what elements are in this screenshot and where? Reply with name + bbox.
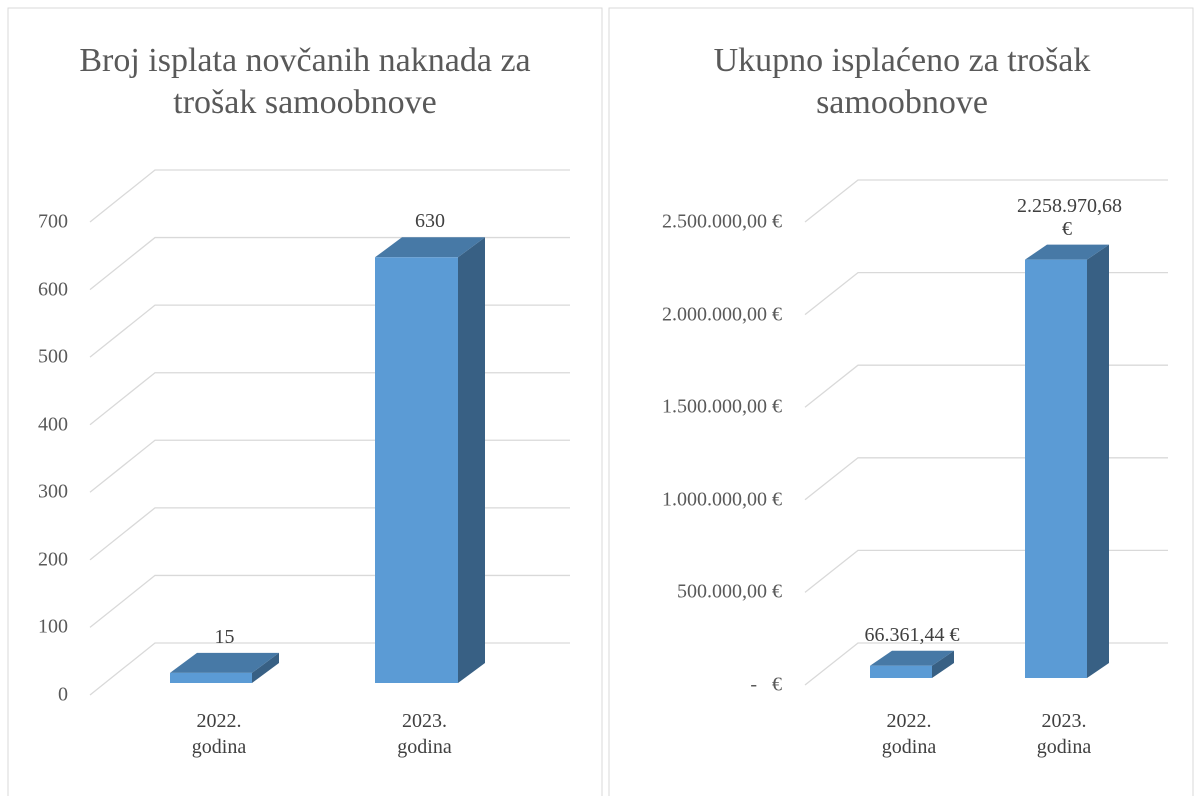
y-tick-label: 100 xyxy=(38,615,68,638)
grid-line xyxy=(804,179,1168,223)
bar xyxy=(870,665,932,678)
grid-line xyxy=(804,364,1168,408)
panel-border xyxy=(7,7,603,796)
bar-side xyxy=(252,652,279,683)
x-tick-label: 2023. godina xyxy=(397,710,452,758)
grid-line xyxy=(89,507,570,561)
bar-top xyxy=(375,237,485,258)
y-tick-label: 2.500.000,00 € xyxy=(662,210,782,233)
bar xyxy=(1025,259,1087,678)
grid-line xyxy=(89,439,570,493)
bar-side xyxy=(932,650,954,678)
bar xyxy=(170,672,252,683)
data-label: 630 xyxy=(415,210,445,233)
bar xyxy=(375,257,458,683)
x-tick-label: 2022. godina xyxy=(191,710,247,758)
x-tick-label: 2022. godina xyxy=(881,710,937,758)
y-tick-label: 400 xyxy=(38,413,68,436)
chart-title: Ukupno isplaćeno za trošak samoobnove xyxy=(713,42,1091,121)
panel-border xyxy=(608,7,1194,796)
grid-line xyxy=(89,236,570,291)
grid-line xyxy=(89,304,570,358)
y-tick-label: 0 xyxy=(58,683,68,706)
data-label: 66.361,44 € xyxy=(864,623,960,646)
x-tick-label: 2023. godina xyxy=(1036,710,1092,758)
y-tick-label: - € xyxy=(750,673,782,696)
grid-line xyxy=(804,457,1168,501)
grid-line xyxy=(804,549,1168,593)
grid-line xyxy=(804,271,1168,316)
data-label: 2.258.970,68 € xyxy=(1017,194,1127,240)
y-tick-label: 200 xyxy=(38,548,68,571)
y-tick-label: 500 xyxy=(38,345,68,368)
bar-side xyxy=(458,237,485,684)
grid-line xyxy=(89,169,570,223)
y-tick-label: 1.000.000,00 € xyxy=(662,488,782,511)
data-label: 15 xyxy=(214,625,235,648)
grid-line xyxy=(89,642,570,696)
chart-title: Broj isplata novčanih naknada za trošak … xyxy=(79,42,531,121)
grid-line xyxy=(89,372,570,426)
bar-top xyxy=(870,650,954,666)
y-tick-label: 1.500.000,00 € xyxy=(662,395,782,418)
y-tick-label: 300 xyxy=(38,480,68,503)
y-tick-label: 500.000,00 € xyxy=(677,580,782,603)
y-tick-label: 600 xyxy=(38,278,68,301)
y-tick-label: 2.000.000,00 € xyxy=(662,303,782,326)
bar-top xyxy=(170,652,279,673)
bar-top xyxy=(1025,244,1109,260)
bar-side xyxy=(1087,244,1109,679)
y-tick-label: 700 xyxy=(38,210,68,233)
grid-line xyxy=(89,574,570,628)
grid-line xyxy=(804,642,1168,686)
